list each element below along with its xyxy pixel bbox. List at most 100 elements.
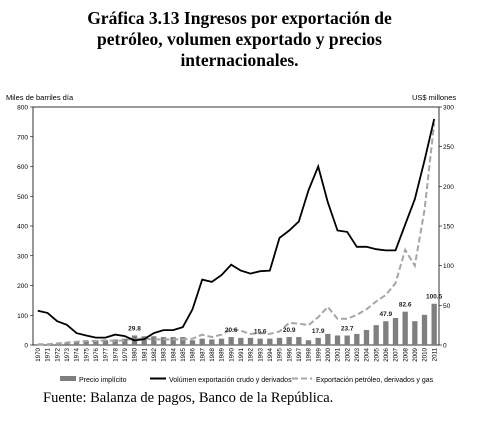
x-tick-label: 1971	[45, 347, 52, 361]
x-tick-label: 1984	[170, 347, 177, 361]
bar-1989	[218, 338, 225, 345]
title-line-3: internacionales.	[180, 50, 299, 70]
legend-label-volumen: Volúmen exportación crudo y derivados	[169, 377, 292, 384]
bar-1982	[151, 336, 157, 345]
x-tick-label: 2000	[325, 347, 332, 361]
source-note: Fuente: Balanza de pagos, Banco de la Re…	[43, 390, 334, 406]
left-tick-label: 800	[17, 105, 28, 112]
x-tick-label: 1980	[132, 347, 139, 361]
bar-1975	[83, 341, 89, 345]
bar-2006	[383, 321, 389, 345]
bar-1976	[93, 340, 99, 345]
left-tick-label: 100	[17, 313, 28, 320]
data-labels: 29.8 20.6 15.6 20.9 17.9 23.7 47.9 82.6 100.5	[128, 294, 443, 336]
x-tick-label: 1979	[122, 347, 129, 361]
bar-1999	[315, 337, 321, 345]
bar-2008	[402, 311, 408, 345]
x-tick-label: 2002	[344, 347, 351, 361]
bar-1997	[296, 337, 302, 345]
data-label-2011: 100.5	[426, 294, 443, 301]
x-tick-label: 1976	[93, 347, 100, 361]
right-tick-label: 150	[443, 224, 454, 231]
bar-1988	[209, 339, 215, 345]
x-tick-label: 1999	[315, 347, 322, 361]
x-tick-label: 2011	[431, 347, 438, 361]
right-tick-label: 0	[443, 343, 447, 350]
x-tick-label: 2001	[335, 347, 342, 361]
right-tick-label: 200	[443, 184, 454, 191]
bar-1995	[276, 337, 283, 345]
data-label-1999: 17.9	[312, 328, 325, 335]
bar-2009	[412, 321, 418, 345]
bar-2003	[354, 333, 360, 345]
bar-1974	[73, 341, 80, 345]
bar-1992	[247, 337, 254, 345]
x-tick-label: 1974	[74, 347, 81, 361]
x-tick-label: 1981	[141, 347, 148, 361]
x-tick-label: 2010	[422, 347, 429, 361]
bar-1972	[54, 344, 60, 345]
x-tick-label: 1986	[190, 347, 197, 361]
bar-1981	[141, 336, 147, 345]
x-tick-label: 1998	[306, 347, 313, 361]
left-axis-ticks: 0 100 200 300 400 500 600 700 800	[17, 105, 33, 350]
x-tick-label: 1988	[209, 347, 216, 361]
legend-swatch-precio	[60, 376, 76, 381]
x-tick-label: 1992	[248, 347, 255, 361]
bar-2007	[392, 318, 399, 345]
x-tick-label: 1995	[277, 347, 284, 361]
x-tick-label: 1975	[83, 347, 90, 361]
x-tick-label: 1991	[238, 347, 245, 361]
bar-2010	[421, 314, 428, 345]
left-tick-label: 0	[24, 343, 28, 350]
bar-1996	[286, 337, 292, 345]
x-tick-label: 1990	[228, 347, 235, 361]
left-tick-label: 600	[17, 164, 28, 171]
chart-title: Gráfica 3.13 Ingresos por exportación de…	[0, 8, 479, 71]
left-tick-label: 200	[17, 283, 28, 290]
data-label-1980: 29.8	[128, 325, 141, 332]
line-series-exportacion	[37, 122, 436, 346]
x-tick-label: 1997	[296, 347, 303, 361]
legend-label-exportacion: Exportación petróleo, derivados y gas	[316, 377, 434, 384]
bar-1984	[170, 337, 176, 345]
bar-1978	[112, 339, 118, 345]
bar-1986	[189, 340, 196, 345]
right-tick-label: 250	[443, 144, 454, 151]
bar-2005	[373, 325, 379, 345]
bar-1977	[102, 340, 109, 345]
bar-1998	[305, 340, 312, 345]
bar-1979	[122, 338, 128, 345]
x-tick-label: 2009	[412, 347, 419, 361]
right-axis-ticks: 0 50 100 150 200 250 300	[439, 105, 454, 350]
bar-series-precio	[35, 303, 437, 345]
legend-label-precio: Precio implícito	[79, 377, 127, 384]
bar-2001	[334, 335, 341, 345]
line-series-volumen	[37, 118, 436, 342]
x-tick-label: 1987	[199, 347, 206, 361]
bar-1991	[238, 337, 244, 345]
x-tick-label: 2005	[373, 347, 380, 361]
bar-1994	[267, 338, 273, 345]
x-tick-label: 2007	[393, 347, 400, 361]
left-tick-label: 400	[17, 224, 28, 231]
right-axis-label: US$ millones	[412, 93, 456, 102]
bar-1983	[160, 337, 167, 345]
x-axis-ticks: 1970 1971 1972 1973 1974 1975 1976 1977 1978 1979…	[35, 347, 438, 361]
bar-2011	[431, 303, 437, 345]
bar-1973	[64, 343, 70, 345]
x-tick-label: 1985	[180, 347, 187, 361]
bar-2002	[344, 335, 350, 345]
title-line-2: petróleo, volumen exportado y precios	[97, 29, 382, 49]
x-tick-label: 2004	[364, 347, 371, 361]
bar-1990	[228, 337, 234, 345]
legend: Precio implícito Volúmen exportación cru…	[60, 376, 434, 384]
left-axis-label: Miles de barriles día	[6, 93, 74, 102]
right-tick-label: 300	[443, 105, 454, 112]
plot-frame	[32, 106, 440, 346]
data-label-2006: 47.9	[380, 311, 393, 318]
x-tick-label: 1970	[35, 347, 42, 361]
x-tick-label: 2003	[354, 347, 361, 361]
x-tick-label: 1972	[54, 347, 61, 361]
